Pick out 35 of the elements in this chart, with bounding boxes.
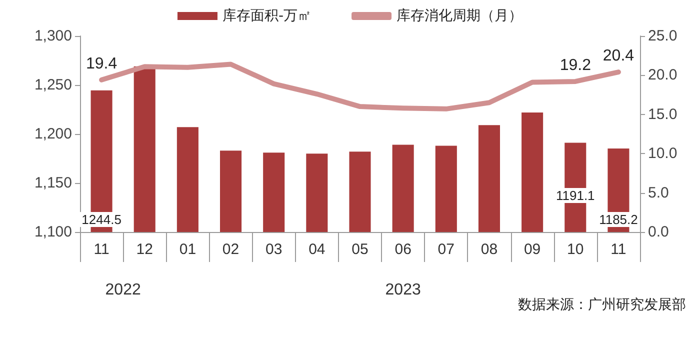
x-tick-label: 08 [480, 241, 498, 258]
y2-tick-label: 25.0 [648, 28, 678, 44]
y-tick-label: 1,150 [34, 174, 72, 192]
y2-tick-label: 10.0 [648, 145, 678, 162]
y-tick-label: 1,300 [34, 28, 72, 44]
x-tick-label: 03 [266, 241, 282, 258]
y2-tick-label: 5.0 [648, 184, 669, 202]
data-label: 20.4 [602, 48, 634, 65]
y2-tick-label: 20.0 [648, 66, 678, 84]
y-tick-label: 1,100 [34, 224, 72, 240]
data-label: 1244.5 [82, 212, 122, 227]
data-label: 1185.2 [599, 212, 638, 227]
y-tick-label: 1,200 [34, 126, 72, 142]
source-note: 数据来源：广州研究发展部 [518, 297, 686, 313]
text: 2023 [385, 282, 421, 298]
x-tick-label: 05 [352, 241, 368, 258]
y-tick-label: 1,250 [34, 76, 72, 94]
data-label: 19.4 [86, 55, 118, 72]
x-tick-label: 02 [222, 241, 240, 258]
x-tick-label: 11 [610, 241, 626, 258]
x-tick-label: 07 [438, 241, 454, 258]
x-tick-label: 06 [394, 241, 412, 258]
legend-label: 库存消化周期（月） [396, 8, 523, 24]
x-tick-label: 11 [94, 241, 110, 258]
x-tick-label: 12 [136, 241, 153, 258]
x-tick-label: 04 [308, 241, 326, 258]
x-tick-label: 09 [524, 241, 541, 258]
y2-tick-label: 15.0 [648, 106, 678, 123]
text: 2022 [105, 282, 141, 298]
legend-label: 库存面积-万㎡ [222, 8, 312, 24]
x-tick-label: 01 [179, 241, 196, 258]
x-tick-label: 10 [567, 241, 584, 258]
data-label: 1191.1 [556, 188, 595, 203]
y2-tick-label: 0.0 [648, 224, 669, 240]
data-label: 19.2 [560, 56, 592, 74]
